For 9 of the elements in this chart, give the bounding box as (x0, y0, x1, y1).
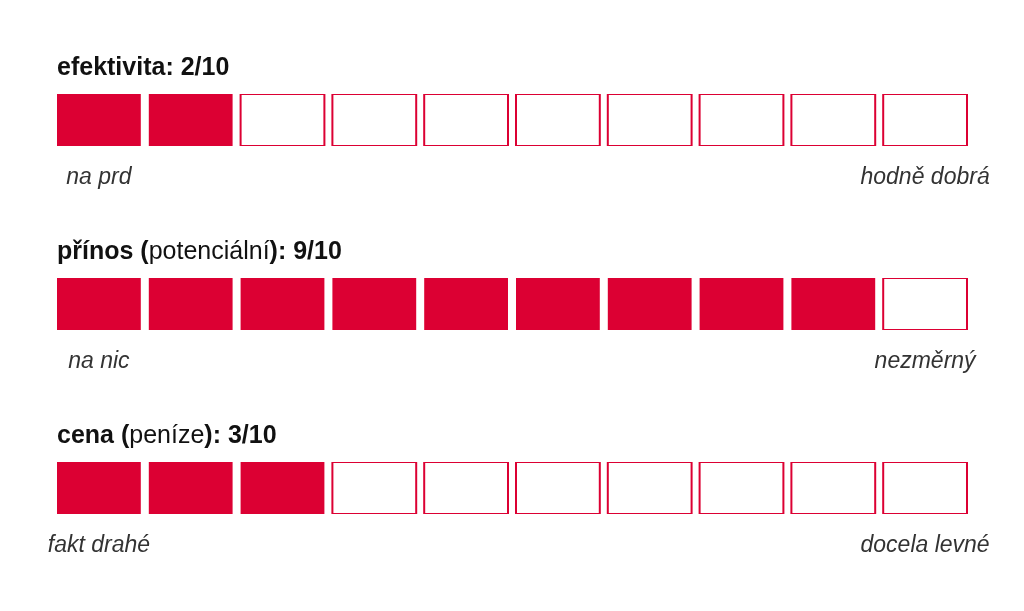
x-tick-label: fakt drahé (47, 531, 151, 557)
x-tick-label: nezměrný (874, 347, 978, 373)
chart-title: cena (peníze): 3/10 (57, 420, 277, 448)
x-tick-label: na prd (66, 163, 133, 189)
x-tick-label: docela levné (860, 531, 990, 557)
x-tick-label: hodně dobrá (860, 163, 990, 189)
x-tick-label: na nic (68, 347, 131, 373)
chart-title: přínos (potenciální): 9/10 (57, 236, 342, 264)
chart-title: efektivita: 2/10 (57, 52, 230, 80)
